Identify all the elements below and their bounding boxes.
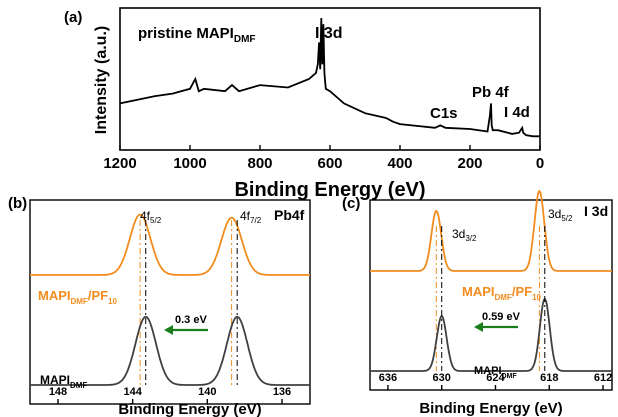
panel-a-xlabel: Binding Energy (eV): [234, 179, 425, 201]
panel-b-tick-label-144: 144: [123, 386, 142, 398]
panel-c-shift-arrow: [474, 322, 518, 332]
panel-b-tick-label-140: 140: [198, 386, 216, 398]
panel-a-tick-label-400: 400: [387, 155, 412, 172]
panel-a-ylabel: Intensity (a.u.): [93, 26, 110, 134]
panel-c-peak-label-3d52: 3d5/2: [548, 207, 573, 223]
panel-c-x-ticks: 636 630 624 618 612: [379, 372, 612, 390]
panel-b: (b) 148 144 140 136 Pb4f 4f5/2 4f7/2 MAPIDM…: [8, 195, 311, 417]
panel-c-title: I 3d: [584, 203, 608, 219]
panel-b-plot: [30, 213, 310, 386]
panel-c-plot: [370, 189, 612, 372]
sample-name: pristine MAPIDMF: [138, 25, 256, 45]
panel-a-x-ticks: 1200 1000 800 600 400 200 0: [103, 145, 544, 172]
panel-c-xlabel: Binding Energy (eV): [419, 400, 562, 417]
panel-c-tick-label-624: 624: [486, 372, 505, 384]
panel-c-frame: [369, 199, 613, 391]
panel-b-frame: [29, 199, 311, 405]
panel-b-x-ticks: 148 144 140 136: [49, 386, 291, 404]
peak-label-pb4f: Pb 4f: [472, 84, 510, 101]
panel-b-tick-label-136: 136: [273, 386, 291, 398]
panel-c-spectrum-pristine: [370, 297, 612, 372]
peak-label-i3d: I 3d: [315, 25, 343, 42]
panel-c-spectrum-pf10: [370, 189, 612, 272]
panel-c: (c) 636 630 624 618 612 I 3d 3d3/2 3d5/2 MAP…: [342, 189, 613, 417]
panel-b-title: Pb4f: [274, 207, 305, 223]
panel-b-series-label-pristine: MAPIDMF: [40, 373, 87, 390]
panel-b-label: (b): [8, 195, 27, 212]
panel-c-shift-label: 0.59 eV: [482, 311, 521, 323]
panel-b-xlabel: Binding Energy (eV): [118, 401, 261, 417]
panel-a-label: (a): [64, 9, 82, 26]
panel-b-tick-label-148: 148: [49, 386, 67, 398]
panel-b-shift-arrow: [164, 325, 208, 335]
panel-a-tick-label-0: 0: [536, 155, 544, 172]
panel-a-tick-label-600: 600: [317, 155, 342, 172]
panel-c-tick-label-612: 612: [594, 372, 612, 384]
panel-a: (a) 1200 1000 800 600 400 200 0 Binding Energy…: [64, 7, 544, 201]
peak-label-i4d: I 4d: [504, 104, 530, 121]
panel-c-series-label-pristine: MAPIDMF: [474, 365, 517, 380]
panel-b-shift-label: 0.3 eV: [175, 314, 207, 326]
panel-b-peak-label-4f72: 4f7/2: [240, 209, 262, 225]
panel-b-series-label-pf10: MAPIDMF/PF10: [38, 288, 118, 306]
peak-label-c1s: C1s: [430, 105, 458, 122]
panel-b-spectrum-pf10: [30, 213, 310, 276]
panel-a-tick-label-1200: 1200: [103, 155, 136, 172]
sample-name-subscript: DMF: [234, 34, 256, 45]
panel-c-tick-label-618: 618: [540, 372, 558, 384]
panel-c-tick-label-636: 636: [379, 372, 397, 384]
panel-c-peak-label-3d32: 3d3/2: [452, 227, 477, 243]
panel-b-spectrum-pristine: [30, 315, 310, 386]
panel-a-tick-label-1000: 1000: [173, 155, 206, 172]
panel-c-label: (c): [342, 195, 360, 212]
survey-spectrum-line: [119, 17, 540, 138]
panel-b-peak-label-4f52: 4f5/2: [140, 209, 162, 225]
panel-c-series-label-pf10: MAPIDMF/PF10: [462, 284, 542, 302]
panel-a-tick-label-800: 800: [247, 155, 272, 172]
panel-c-tick-label-630: 630: [433, 372, 451, 384]
panel-a-tick-label-200: 200: [457, 155, 482, 172]
